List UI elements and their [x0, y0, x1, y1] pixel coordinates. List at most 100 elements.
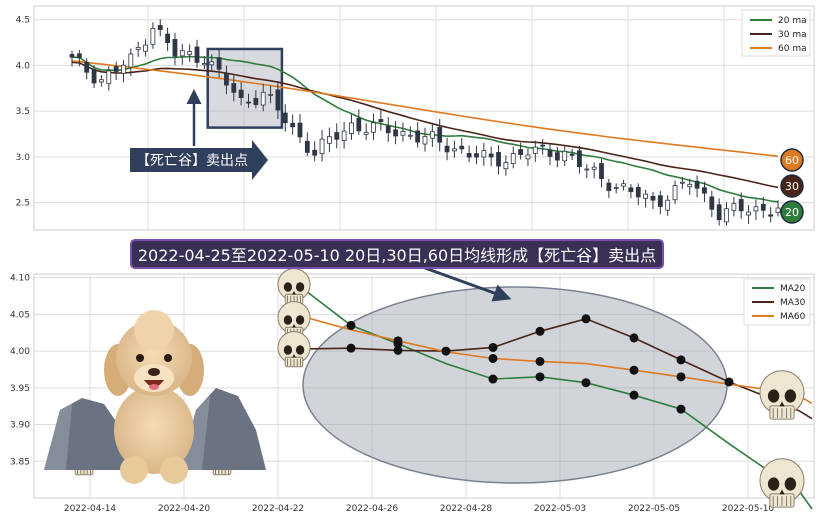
- candle-body: [385, 125, 391, 134]
- crossing-dot: [581, 314, 591, 324]
- skull-eye: [283, 345, 293, 355]
- candle-body: [172, 38, 178, 57]
- skull-eye: [283, 282, 293, 292]
- candle: [341, 121, 347, 149]
- candle: [753, 199, 759, 220]
- candle-body: [201, 63, 207, 66]
- candle-body: [731, 203, 737, 211]
- end-badge-label: 20: [785, 206, 799, 219]
- skull-nose: [292, 324, 296, 328]
- candle-body: [635, 187, 641, 198]
- skull-eye: [295, 345, 305, 355]
- candle-body: [297, 122, 303, 138]
- dog-illustration: [44, 310, 266, 484]
- banner-arrow: [424, 266, 512, 302]
- candle-body: [760, 203, 766, 211]
- candle: [760, 196, 766, 219]
- dog-muzzle: [134, 364, 174, 392]
- candle-body: [584, 168, 590, 171]
- candle: [201, 56, 207, 69]
- candle: [209, 54, 215, 72]
- candle-body: [121, 64, 126, 74]
- candle-body: [157, 25, 163, 30]
- candle: [356, 109, 362, 135]
- candle: [194, 39, 200, 68]
- candle-body: [128, 53, 134, 68]
- end-badge: [780, 200, 804, 224]
- candle: [422, 127, 428, 152]
- candle-body: [665, 199, 671, 211]
- bottom-x-tick-label: 2022-05-10: [722, 504, 775, 514]
- crossing-dot: [629, 365, 639, 375]
- skull-eye: [295, 282, 305, 292]
- crossing-dot: [393, 336, 403, 346]
- dog-topknot: [134, 310, 174, 350]
- candle-body: [135, 46, 141, 50]
- bottom-legend: MA20 MA30 MA60: [743, 278, 811, 326]
- bottom-y-tick-label: 4.00: [10, 347, 30, 357]
- bottom-x-axis: 2022-04-14 2022-04-20 2022-04-22 2022-04-26…: [64, 504, 775, 514]
- candle: [312, 141, 318, 162]
- bottom-x-tick-label: 2022-04-26: [346, 504, 399, 514]
- candle: [437, 118, 443, 152]
- crossing-dot: [676, 404, 686, 414]
- candle: [187, 44, 193, 62]
- candle-body: [591, 166, 597, 170]
- candle-body: [577, 150, 582, 167]
- candle-body: [466, 153, 472, 158]
- candle: [106, 66, 112, 91]
- candle: [584, 164, 590, 179]
- candle: [179, 43, 185, 65]
- candle: [709, 190, 715, 218]
- crossing-dot: [488, 353, 498, 363]
- candle: [643, 189, 649, 208]
- candle-body: [562, 150, 568, 162]
- candle-body: [415, 130, 421, 143]
- candle-body: [657, 195, 663, 207]
- end-badge-label: 30: [785, 180, 799, 193]
- crossing-dot: [346, 320, 356, 330]
- candle-body: [694, 180, 700, 189]
- candle-body: [304, 140, 310, 153]
- candle: [275, 81, 281, 120]
- candle: [121, 59, 126, 83]
- skull-icon: [277, 331, 311, 368]
- candle-body: [481, 150, 487, 158]
- bottom-y-tick-label: 3.95: [10, 384, 30, 394]
- candle: [503, 155, 509, 176]
- bottom-x-tick-label: 2022-05-03: [534, 504, 586, 514]
- death-valley-label: 【死亡谷】卖出点: [136, 153, 248, 169]
- candle: [562, 145, 568, 166]
- candle-body: [165, 33, 171, 44]
- candle-body: [371, 122, 376, 133]
- skull-nose: [292, 354, 296, 358]
- candle: [407, 126, 413, 140]
- candle: [474, 145, 479, 165]
- candle: [378, 110, 384, 131]
- candle: [452, 140, 457, 158]
- candle: [304, 132, 310, 157]
- candle-body: [672, 185, 678, 201]
- dog-eye-left: [136, 354, 144, 362]
- top-legend-label: 20 ma: [778, 16, 807, 26]
- candle-body: [606, 182, 612, 191]
- candle-body: [400, 131, 406, 136]
- dog-leg-right: [160, 456, 188, 484]
- candle-body: [569, 153, 575, 156]
- candles: [69, 19, 781, 226]
- candle-body: [209, 61, 215, 66]
- candle-body: [496, 152, 501, 167]
- candle: [731, 196, 737, 217]
- candle: [716, 198, 722, 226]
- candle: [224, 65, 229, 95]
- candle-body: [143, 44, 148, 52]
- bottom-y-tick-label: 4.10: [10, 274, 30, 284]
- bottom-y-tick-label: 3.85: [10, 457, 30, 467]
- candle-body: [246, 101, 251, 104]
- candle-body: [554, 152, 560, 161]
- candle-body: [679, 181, 685, 184]
- candle-body: [599, 163, 604, 180]
- end-badge: [780, 174, 804, 198]
- candle: [665, 195, 671, 216]
